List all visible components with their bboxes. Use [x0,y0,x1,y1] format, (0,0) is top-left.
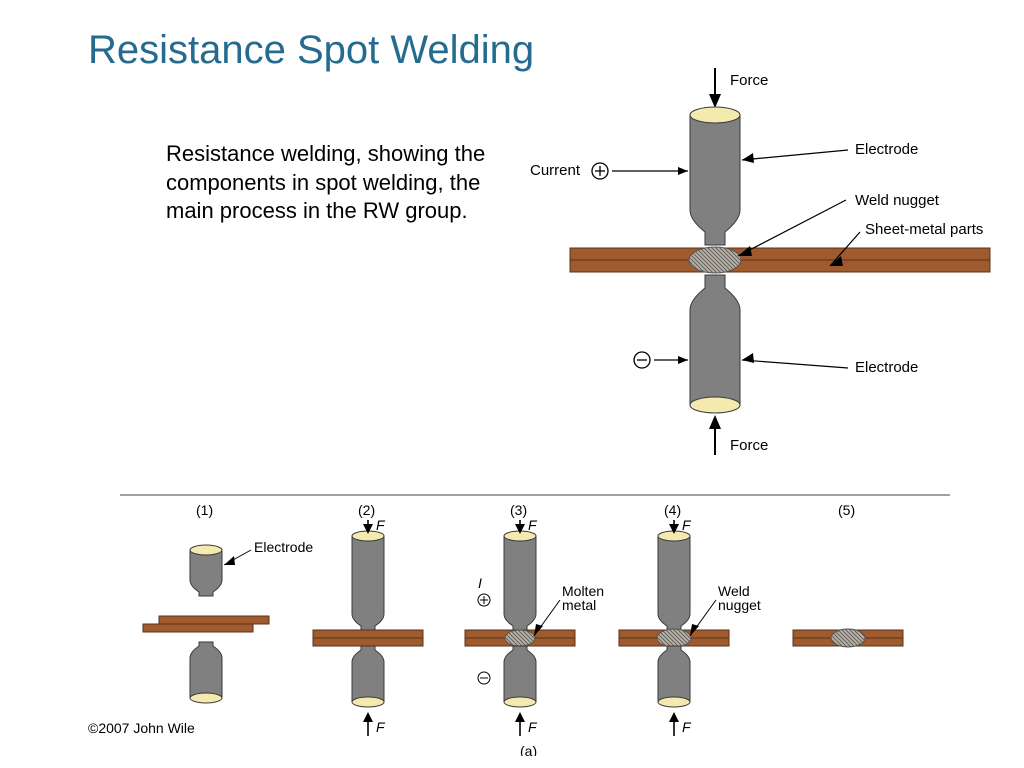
sequence-diagram: (1)Electrode(2)FF(3)FFIMoltenmetal(4)FFW… [0,480,1024,756]
label-nugget-2: nugget [718,597,761,613]
bottom-electrode [690,275,740,413]
weld-nugget [689,247,741,273]
panel-label: (a) [520,743,537,756]
label-I: I [478,575,482,591]
sheet-metal [570,248,990,272]
label-electrode-top: Electrode [855,141,918,158]
step-number: (3) [510,502,527,518]
label-sheet-metal: Sheet-metal parts [865,221,983,238]
label-weld-nugget: Weld nugget [855,192,940,209]
main-diagram: Force Force Current [520,60,1024,490]
step-number: (4) [664,502,681,518]
label-molten-2: metal [562,597,596,613]
label-F-bottom: F [528,719,538,735]
label-force-top: Force [730,72,768,89]
description-text: Resistance welding, showing the componen… [166,140,486,226]
label-electrode-step1: Electrode [254,539,313,555]
label-F-bottom: F [376,719,386,735]
label-electrode-bottom: Electrode [855,359,918,376]
step-number: (2) [358,502,375,518]
label-force-bottom: Force [730,437,768,454]
step-number: (5) [838,502,855,518]
page-title: Resistance Spot Welding [88,28,534,73]
label-current: Current [530,162,581,179]
step-number: (1) [196,502,213,518]
top-electrode [690,107,740,245]
label-F-bottom: F [682,719,692,735]
label-F-top: F [376,517,386,533]
label-F-top: F [528,517,538,533]
label-F-top: F [682,517,692,533]
